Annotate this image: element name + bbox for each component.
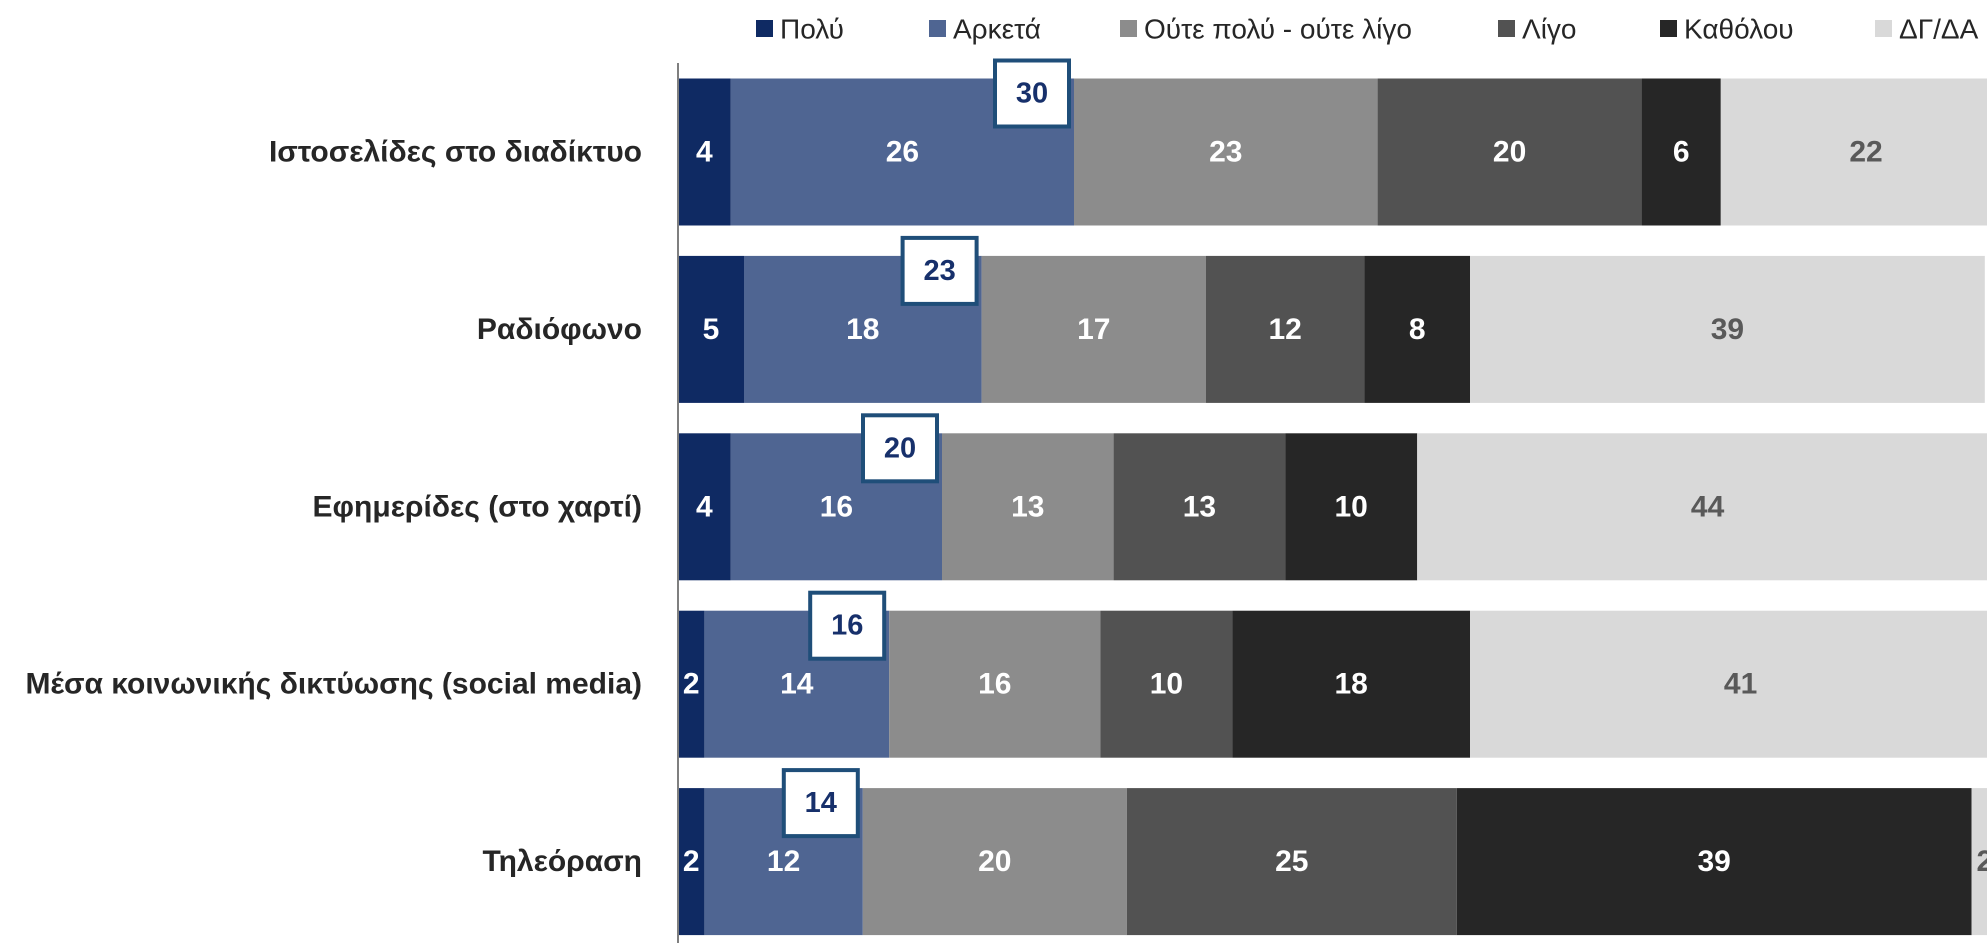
bar-segment [678, 610, 705, 758]
bar-segment [1971, 788, 1987, 936]
data-label: 10 [1150, 668, 1183, 701]
bar-segment [1470, 255, 1985, 403]
data-label: 18 [1335, 668, 1368, 701]
data-label: 2 [683, 845, 700, 878]
data-label: 8 [1409, 313, 1426, 346]
legend-label: ΔΓ/ΔΑ [1899, 14, 1979, 45]
category-label: Τηλεόραση [482, 845, 642, 878]
bar-segment [1456, 788, 1972, 936]
bar-segment [1074, 78, 1378, 226]
data-label: 23 [1209, 136, 1242, 169]
data-label: 16 [978, 668, 1011, 701]
data-label: 13 [1183, 490, 1216, 523]
annotation: 16 [831, 610, 863, 642]
bar-segment [1206, 255, 1365, 403]
annotation: 23 [923, 255, 955, 287]
bar-segment [1232, 610, 1470, 758]
data-label: 39 [1711, 313, 1744, 346]
data-label: 10 [1335, 490, 1368, 523]
data-label: 2 [683, 668, 700, 701]
bar-segment [678, 788, 705, 936]
bar-segment [1641, 78, 1721, 226]
legend-swatch [1120, 20, 1137, 37]
category-label: Ραδιόφωνο [477, 313, 642, 346]
data-label: 17 [1077, 313, 1110, 346]
legend-swatch [1875, 20, 1892, 37]
annotation-box [781, 768, 860, 839]
bar-segment [1720, 78, 1987, 226]
bar-segment [1377, 78, 1642, 226]
legend-swatch [1660, 20, 1677, 37]
legend-label: Λίγο [1522, 14, 1577, 45]
legend-swatch [756, 20, 773, 37]
data-label: 20 [978, 845, 1011, 878]
category-label: Μέσα κοινωνικής δικτύωσης (social media) [25, 668, 642, 701]
legend-label: Πολύ [780, 14, 844, 45]
bar-segment [1417, 433, 1987, 581]
category-label: Ιστοσελίδες στο διαδίκτυο [269, 136, 642, 169]
data-label: 5 [703, 313, 720, 346]
bar-segment [1285, 433, 1418, 581]
data-label: 25 [1275, 845, 1308, 878]
data-label: 16 [820, 490, 853, 523]
data-label: 13 [1011, 490, 1044, 523]
legend-label: Καθόλου [1684, 14, 1794, 45]
legend-label: Αρκετά [953, 14, 1041, 45]
annotation-box [808, 590, 887, 661]
bar-segment [862, 788, 1127, 936]
data-label: 2 [1976, 845, 1987, 878]
data-label: 44 [1691, 490, 1725, 523]
data-label: 26 [886, 136, 919, 169]
bar-segment [889, 610, 1101, 758]
annotation-box [861, 413, 939, 484]
data-label: 20 [1493, 136, 1526, 169]
bar-segment [1470, 610, 1987, 758]
data-label: 41 [1724, 668, 1757, 701]
bar-segment [678, 433, 731, 581]
bar-segment [1364, 255, 1470, 403]
data-label: 39 [1698, 845, 1731, 878]
annotation-box [993, 58, 1071, 129]
legend-label: Ούτε πολύ - ούτε λίγο [1144, 14, 1412, 45]
annotation: 30 [1016, 78, 1048, 110]
data-label: 12 [767, 845, 800, 878]
data-label: 6 [1673, 136, 1690, 169]
category-label: Εφημερίδες (στο χαρτί) [313, 490, 642, 523]
data-label: 4 [696, 490, 713, 523]
legend-swatch [1498, 20, 1515, 37]
annotation: 20 [884, 432, 916, 464]
data-label: 14 [780, 668, 814, 701]
bar-segment [1100, 610, 1233, 758]
bar-segment [942, 433, 1114, 581]
bar-segment [981, 255, 1206, 403]
bar-segment [1113, 433, 1286, 581]
bar-segment [678, 78, 731, 226]
data-label: 18 [846, 313, 879, 346]
annotation-box [900, 235, 979, 306]
annotation: 14 [805, 787, 837, 819]
bar-segment [678, 255, 744, 403]
data-label: 4 [696, 136, 713, 169]
legend-swatch [929, 20, 946, 37]
data-label: 22 [1849, 136, 1882, 169]
data-label: 12 [1269, 313, 1302, 346]
bar-segment [1126, 788, 1457, 936]
